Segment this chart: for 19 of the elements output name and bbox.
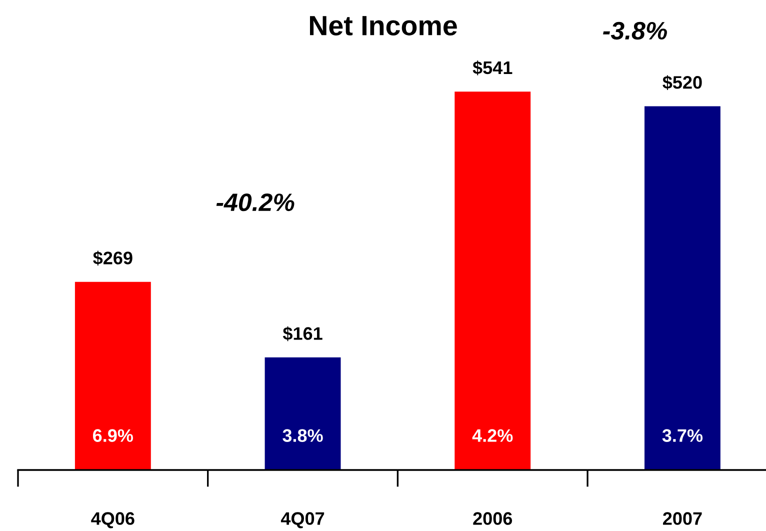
x-tick-label: 2006 <box>473 512 512 525</box>
data-label: $161 <box>282 326 322 342</box>
annotation: 6.9% <box>93 429 134 442</box>
data-label: $541 <box>472 60 512 76</box>
bar <box>264 357 341 470</box>
x-tick-label: 4Q06 <box>91 512 134 528</box>
bar <box>644 106 720 470</box>
annotation: 3.7% <box>662 429 703 442</box>
chart-title: Net Income <box>310 16 457 36</box>
data-label: $520 <box>662 75 702 90</box>
annotation: -40.2% <box>216 193 294 212</box>
data-label: $269 <box>93 250 132 266</box>
annotation: 3.8% <box>282 429 323 442</box>
bar <box>74 282 151 470</box>
text: -3.8% <box>603 22 667 40</box>
x-tick-label: 2007 <box>663 512 702 525</box>
x-tick-label: 4Q07 <box>280 512 324 528</box>
annotation: 4.2% <box>472 429 513 442</box>
bar <box>454 92 531 470</box>
